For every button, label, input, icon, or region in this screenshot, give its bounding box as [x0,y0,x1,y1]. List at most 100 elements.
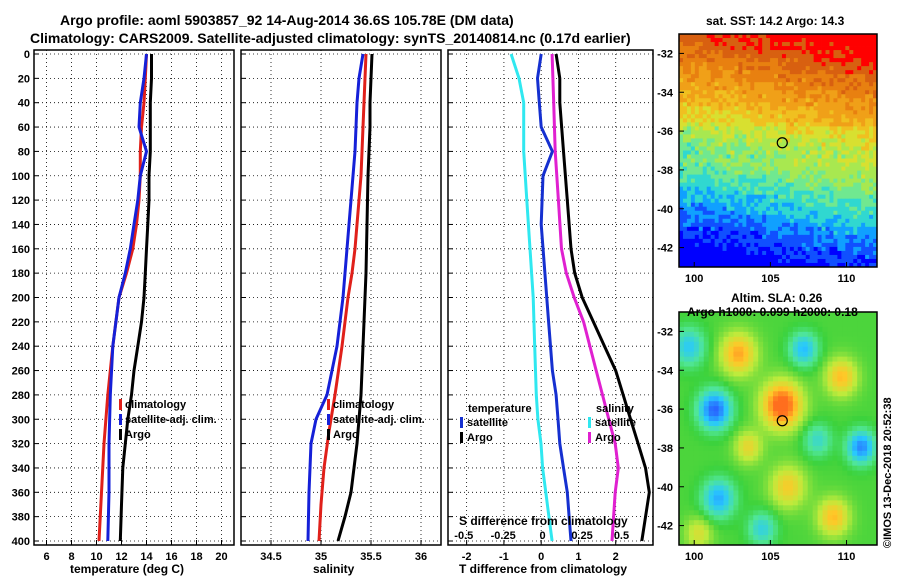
sst-cell [869,118,874,123]
sla-cell [832,430,838,437]
sla-cell [842,460,848,467]
sst-cell [690,94,696,99]
sst-cell [865,46,870,51]
sst-cell [702,78,708,83]
sst-cell [710,74,716,79]
sla-cell [857,391,863,397]
sla-cell [713,386,719,392]
sst-cell [714,258,719,264]
sst-cell [817,42,822,47]
sla-cell [872,480,878,486]
sla-cell [857,480,863,486]
sst-cell [801,182,807,188]
sla-cell [773,346,779,353]
sla-cell [679,500,685,506]
sst-cell [861,218,866,224]
sla-cell [773,336,779,343]
sst-cell [821,158,826,163]
sst-cell [797,122,803,127]
sst-cell [781,150,787,155]
sla-cell [693,341,700,348]
sst-cell [758,106,763,111]
temperature-xtick-label: 12 [115,551,127,563]
sst-cell [766,234,771,240]
sla-cell [693,411,700,417]
sst-cell [853,150,858,155]
sst-cell [726,158,731,163]
sst-cell [829,194,834,200]
sla-cell [758,316,764,323]
sst-cell [809,170,815,176]
sst-map-xtick-label: 105 [761,273,779,285]
sla-cell [827,366,833,372]
sst-cell [754,66,759,71]
sla-cell [817,485,823,491]
sla-cell [718,376,724,382]
sst-cell [817,94,822,99]
sst-cell [702,46,708,51]
sla-cell [832,312,838,318]
sla-cell [753,366,759,372]
sst-cell [770,90,775,95]
sla-cell [872,406,878,412]
sst-cell [710,78,716,83]
sst-cell [718,182,723,188]
sst-cell [849,178,854,184]
sst-cell [825,114,830,119]
sst-cell [694,78,700,83]
sst-cell [770,98,775,103]
sst-cell [781,258,787,264]
sla-cell [738,331,744,338]
sla-cell [852,331,858,338]
sla-cell [763,376,769,382]
sla-cell [773,530,779,536]
sst-cell [730,238,735,244]
sla-cell [827,386,833,392]
sst-cell [857,142,862,147]
sla-cell [718,312,724,318]
sla-cell [832,331,838,338]
sla-cell [773,351,779,358]
sst-cell [805,94,811,99]
sla-cell [847,401,853,407]
sst-cell [690,34,696,39]
sst-cell [785,34,791,39]
sst-cell [778,70,783,75]
sla-cell [728,312,734,318]
sla-cell [832,356,838,362]
sst-cell [682,158,688,163]
sla-cell [683,520,690,526]
sst-cell [754,254,759,260]
sst-cell [833,138,838,143]
sla-cell [733,341,739,348]
sla-cell [782,455,789,462]
sla-cell [817,495,823,501]
sla-cell [832,435,838,442]
sla-cell [723,525,729,531]
sla-cell [698,435,705,442]
sla-cell [679,525,685,531]
sst-cell [702,238,708,244]
sst-cell [869,70,874,75]
sst-cell [690,86,696,91]
sst-cell [722,46,727,51]
sla-cell [748,416,754,422]
sst-cell [801,86,807,91]
sst-cell [746,42,751,47]
sst-cell [766,90,771,95]
sst-cell [679,134,684,139]
sst-cell [805,134,811,139]
sst-cell [849,218,854,224]
sst-cell [738,234,743,240]
sst-cell [809,222,815,228]
sst-cell [821,238,826,244]
sla-cell [738,465,744,472]
sst-cell [738,66,743,71]
sst-cell [722,126,727,131]
sla-cell [852,535,858,541]
sla-cell [698,440,705,447]
sst-cell [754,182,759,188]
sst-cell [774,102,779,107]
sla-cell [733,435,739,442]
sst-cell [841,62,846,67]
